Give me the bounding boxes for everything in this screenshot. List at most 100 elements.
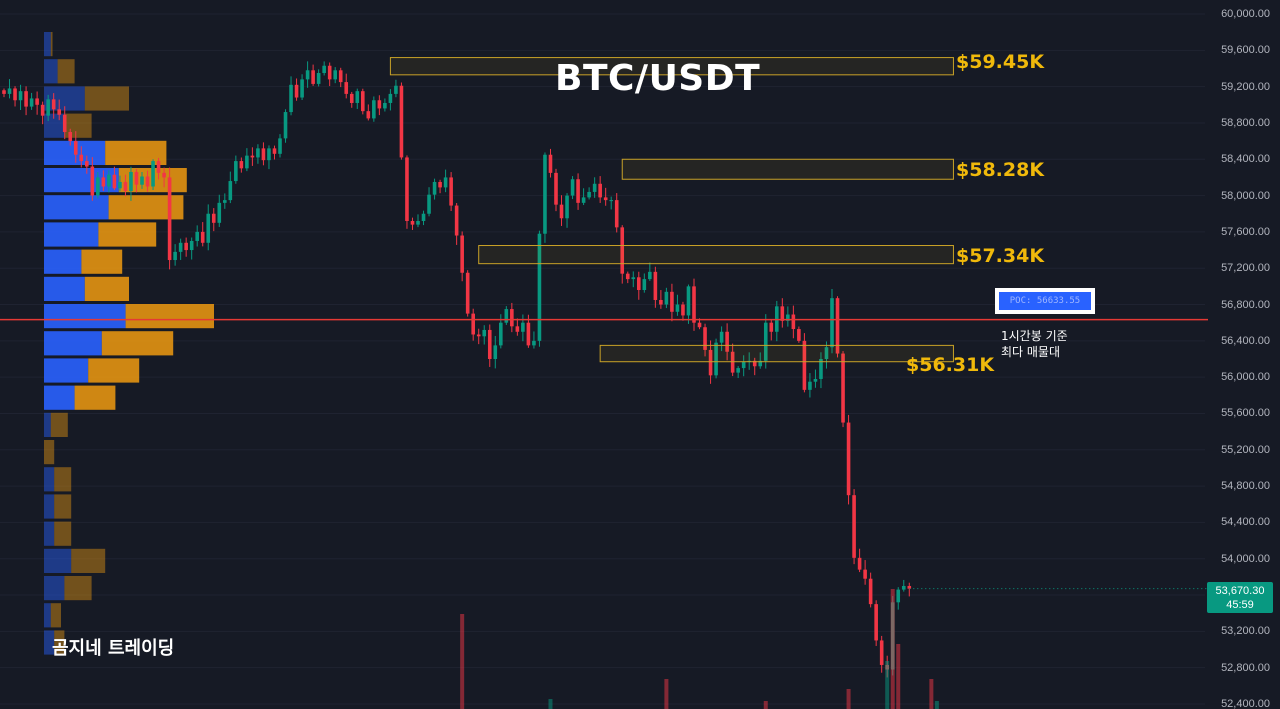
- candle-body: [278, 138, 282, 154]
- y-tick-label: 58,800.00: [1221, 116, 1270, 129]
- candle-body: [29, 98, 34, 107]
- candle-body: [46, 99, 50, 116]
- candle-body: [322, 65, 326, 74]
- volume-profile-buy: [44, 113, 65, 138]
- y-tick-label: 54,400.00: [1221, 516, 1270, 529]
- candle-body: [7, 88, 12, 94]
- y-tick-label: 56,800.00: [1221, 298, 1270, 311]
- candle-body: [554, 172, 558, 205]
- candle-body: [879, 640, 884, 665]
- volume-profile-sell: [50, 412, 68, 437]
- candle-body: [664, 291, 669, 305]
- candle-body: [763, 322, 768, 361]
- candle-body: [294, 84, 299, 98]
- y-tick-label: 52,400.00: [1221, 698, 1270, 709]
- volume-profile-sell: [44, 440, 55, 465]
- candle-body: [421, 213, 426, 221]
- volume-profile-sell: [105, 140, 167, 165]
- candle-body: [741, 361, 746, 369]
- current-price: 53,670.30: [1215, 585, 1265, 597]
- candle-body: [123, 181, 128, 192]
- candle-body: [526, 322, 531, 346]
- resistance-zone: [478, 245, 954, 265]
- volume-profile-sell: [84, 86, 129, 111]
- candle-body: [786, 314, 790, 321]
- candle-body: [758, 360, 763, 367]
- candle-body: [2, 90, 6, 94]
- candle-body: [863, 569, 867, 579]
- y-tick-label: 56,000.00: [1221, 371, 1270, 384]
- y-tick-label: 53,200.00: [1221, 625, 1270, 638]
- volume-profile-buy: [44, 249, 82, 274]
- candle-body: [471, 313, 475, 335]
- candle-body: [692, 286, 696, 323]
- candle-body: [195, 231, 199, 241]
- poc-note-line: 1시간봉 기준: [1001, 329, 1068, 343]
- candle-countdown: 45:59: [1226, 599, 1254, 611]
- candle-body: [344, 82, 349, 94]
- candle-body: [791, 314, 796, 330]
- volume-bar: [929, 679, 934, 709]
- volume-profile-sell: [54, 521, 72, 546]
- volume-bar: [885, 661, 890, 709]
- volume-profile-sell: [64, 576, 92, 601]
- candle-body: [250, 155, 255, 158]
- candle-body: [548, 154, 553, 173]
- candle-body: [333, 70, 337, 80]
- poc-note-line: 최다 매물대: [1001, 345, 1061, 359]
- candle-body: [129, 171, 133, 192]
- candle-body: [62, 114, 67, 133]
- volume-bar: [896, 644, 901, 709]
- candle-body: [637, 277, 641, 290]
- volume-profile-sell: [125, 304, 214, 329]
- candle-body: [708, 349, 713, 376]
- candle-body: [178, 242, 183, 252]
- candle-body: [670, 291, 674, 312]
- volume-profile-sell: [74, 385, 116, 410]
- candle-body: [239, 161, 244, 169]
- candle-body: [449, 177, 453, 206]
- candle-body: [228, 181, 233, 201]
- candle-body: [675, 304, 680, 312]
- candle-body: [835, 298, 840, 354]
- candle-body: [361, 91, 365, 112]
- candle-body: [697, 322, 702, 328]
- candle-body: [460, 235, 464, 273]
- volume-profile-buy: [44, 59, 58, 84]
- y-tick-label: 60,000.00: [1221, 8, 1270, 20]
- candle-body: [200, 231, 205, 243]
- y-tick-label: 55,200.00: [1221, 443, 1270, 456]
- volume-profile-buy: [44, 195, 109, 220]
- candle-body: [625, 273, 630, 280]
- volume-profile-buy: [44, 358, 89, 383]
- candle-body: [388, 93, 393, 103]
- candle-body: [752, 360, 757, 367]
- candle-body: [18, 91, 23, 101]
- candle-body: [140, 176, 144, 185]
- candle-body: [515, 326, 520, 332]
- candle-body: [797, 329, 801, 341]
- candle-body: [598, 183, 602, 198]
- candle-body: [90, 166, 95, 196]
- candle-body: [51, 99, 56, 110]
- y-tick-label: 52,800.00: [1221, 661, 1270, 674]
- candle-body: [427, 194, 431, 214]
- candle-body: [686, 286, 691, 316]
- candle-body: [830, 298, 834, 348]
- candle-body: [151, 161, 155, 187]
- volume-bar: [763, 701, 768, 709]
- volume-profile-sell: [108, 195, 184, 220]
- volume-profile-buy: [44, 548, 72, 573]
- candle-body: [107, 174, 111, 187]
- level-label: $58.28K: [956, 159, 1045, 182]
- candle-body: [537, 233, 542, 341]
- candle-body: [394, 85, 398, 94]
- volume-profile-buy: [44, 385, 75, 410]
- volume-profile-sell: [57, 59, 75, 84]
- candle-body: [587, 191, 591, 198]
- volume-profile-sell: [71, 548, 106, 573]
- level-label: $56.31K: [906, 354, 995, 376]
- candle-body: [703, 327, 707, 350]
- candle-body: [211, 213, 216, 223]
